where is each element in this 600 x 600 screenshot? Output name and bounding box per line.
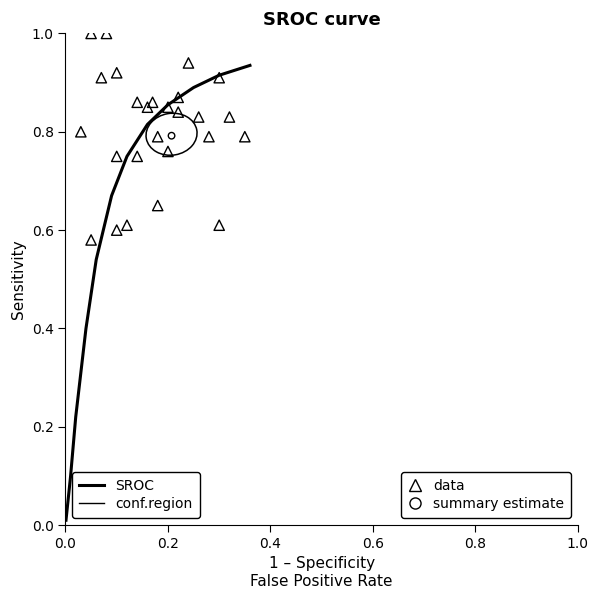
- Point: [173, 107, 183, 117]
- Point: [143, 103, 152, 112]
- Point: [76, 127, 86, 137]
- Point: [163, 103, 173, 112]
- Y-axis label: Sensitivity: Sensitivity: [11, 239, 26, 319]
- Point: [173, 92, 183, 102]
- Legend: data, summary estimate: data, summary estimate: [401, 472, 571, 518]
- Point: [214, 73, 224, 82]
- Point: [86, 29, 96, 38]
- Point: [153, 201, 163, 211]
- Point: [167, 131, 176, 140]
- Point: [133, 152, 142, 161]
- Point: [224, 112, 234, 122]
- Point: [194, 112, 203, 122]
- Point: [214, 220, 224, 230]
- Point: [204, 132, 214, 142]
- Point: [133, 97, 142, 107]
- X-axis label: 1 – Specificity
False Positive Rate: 1 – Specificity False Positive Rate: [250, 556, 393, 589]
- Point: [163, 146, 173, 156]
- Point: [112, 226, 122, 235]
- Title: SROC curve: SROC curve: [263, 11, 380, 29]
- Point: [148, 97, 157, 107]
- Point: [101, 29, 111, 38]
- Point: [240, 132, 250, 142]
- Point: [112, 68, 122, 77]
- Point: [86, 235, 96, 245]
- Point: [97, 73, 106, 82]
- Point: [184, 58, 193, 68]
- Point: [153, 132, 163, 142]
- Point: [112, 152, 122, 161]
- Point: [122, 220, 132, 230]
